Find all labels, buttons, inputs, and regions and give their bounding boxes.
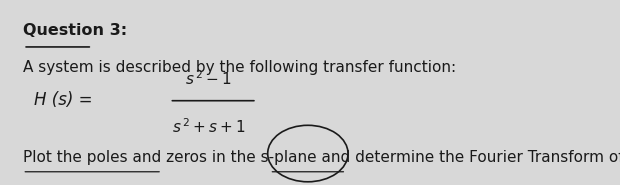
Text: Plot the poles and zeros in the s-plane and determine the Fourier Transform of x: Plot the poles and zeros in the s-plane … bbox=[23, 150, 620, 165]
Text: $s^{\,2} + s + 1$: $s^{\,2} + s + 1$ bbox=[172, 117, 246, 136]
Text: $s^{\,2} - 1$: $s^{\,2} - 1$ bbox=[185, 70, 232, 88]
Text: H (s) =: H (s) = bbox=[33, 91, 97, 109]
Text: A system is described by the following transfer function:: A system is described by the following t… bbox=[23, 60, 456, 75]
Text: Question 3:: Question 3: bbox=[23, 23, 127, 38]
